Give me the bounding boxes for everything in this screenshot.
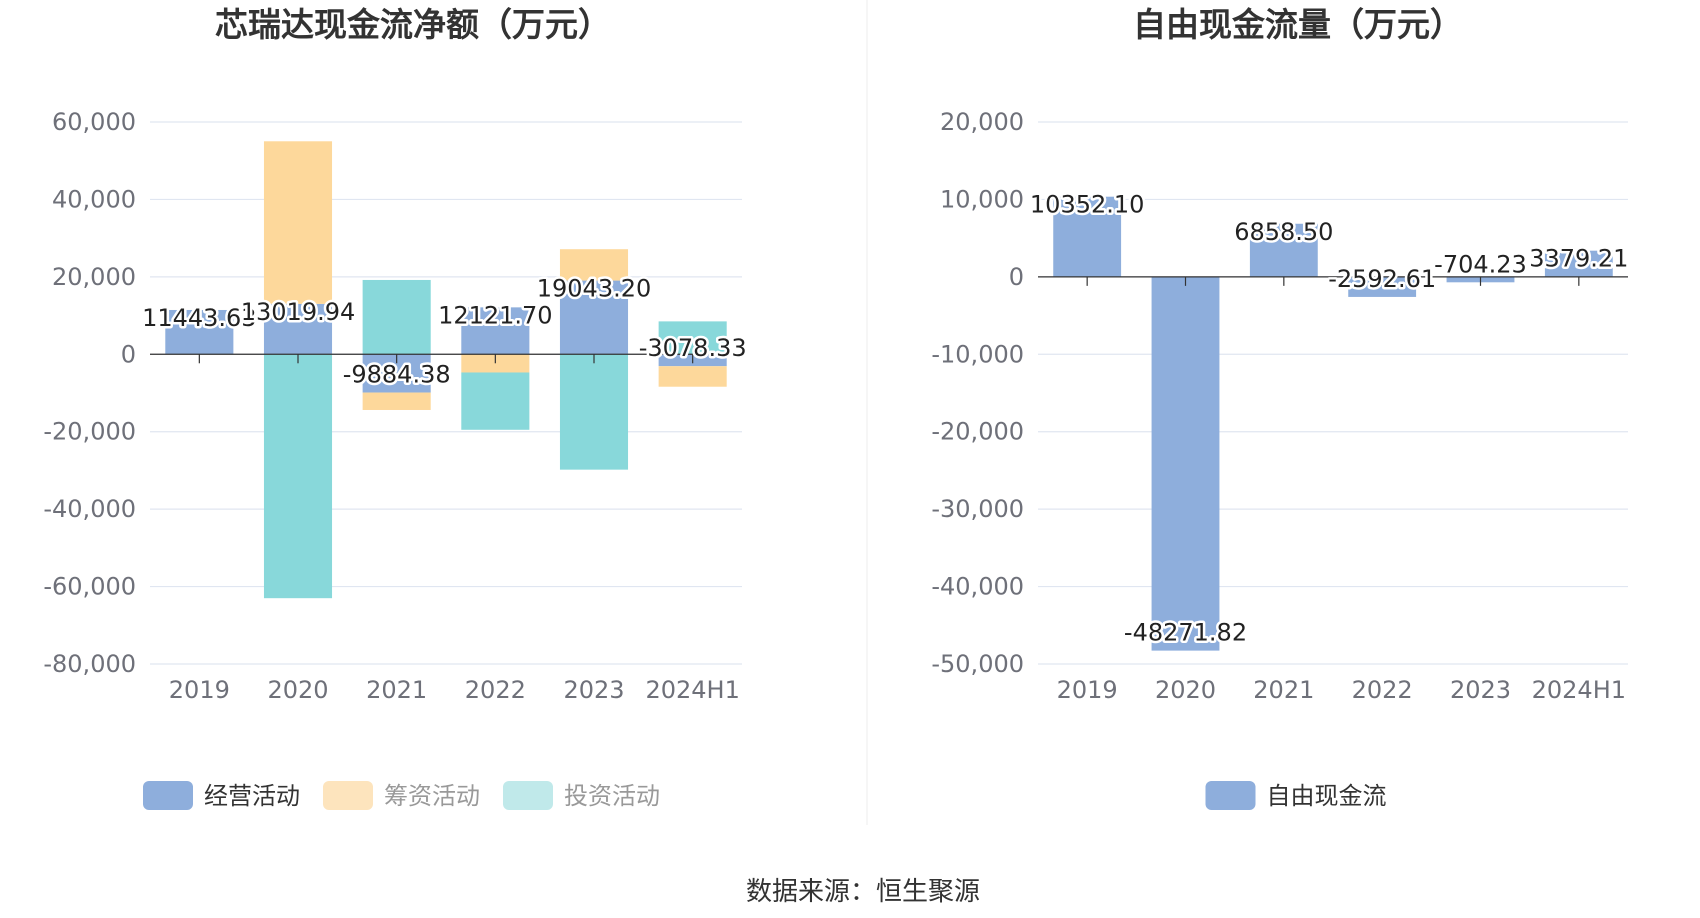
chart1-x-axis: 2019 2020 2021 2022 2023 2024H1 (150, 353, 742, 704)
legend-label[interactable]: 经营活动 (204, 782, 300, 810)
chart1-legend: 经营活动 筹资活动 投资活动 (143, 781, 660, 810)
bar-筹资活动-2020 (263, 141, 333, 304)
y-tick-label: -20,000 (931, 418, 1024, 446)
data-label: 11443.63 (142, 304, 257, 332)
legend-label[interactable]: 自由现金流 (1267, 782, 1387, 810)
free-cashflow-chart: 自由现金流量（万元） 20,000 10,000 0 -10,000 -20,000 -3… (931, 5, 1631, 810)
legend-swatch[interactable] (143, 781, 193, 810)
bar-自由现金流-2024H1 (1544, 250, 1613, 277)
bar-筹资活动-2022 (461, 354, 530, 373)
bar-投资活动-2022 (461, 372, 530, 430)
x-tick-label: 2024H1 (645, 676, 739, 704)
x-tick-label: 2021 (1253, 676, 1314, 704)
y-tick-label: -50,000 (931, 650, 1024, 678)
legend-swatch[interactable] (323, 781, 373, 810)
bar-投资活动-2024H1 (658, 321, 727, 355)
chart2-x-axis: 2019 2020 2021 2022 2023 2024H1 (1038, 276, 1628, 704)
bar-投资活动-2020 (263, 354, 333, 599)
data-label: -704.23 (1434, 250, 1527, 278)
x-tick-label: 2023 (1450, 676, 1511, 704)
legend-swatch[interactable] (1205, 781, 1256, 810)
x-tick-label: 2022 (1352, 676, 1413, 704)
bar-筹资活动-2024H1 (658, 366, 727, 387)
bar-投资活动-2023 (559, 354, 629, 470)
bar-自由现金流-2020 (1151, 276, 1220, 651)
y-tick-label: -80,000 (43, 650, 136, 678)
bar-自由现金流-2022 (1348, 276, 1417, 297)
bar-经营活动-2020 (263, 303, 333, 355)
y-tick-label: -60,000 (43, 573, 136, 601)
data-label: 3379.21 (1529, 245, 1628, 273)
y-tick-label: 20,000 (940, 108, 1024, 136)
y-tick-label: 0 (121, 340, 136, 368)
chart2-data-labels: 10352.10 -48271.82 6858.50 -2592.61-704.23 3… (1027, 188, 1631, 649)
chart2-legend: 自由现金流 (1205, 781, 1387, 810)
chart1-gridlines (150, 121, 742, 665)
bar-投资活动-2021 (362, 279, 431, 355)
bar-自由现金流-2019 (1053, 196, 1122, 277)
y-tick-label: 60,000 (52, 108, 136, 136)
data-label: 6858.50 (1234, 218, 1333, 246)
data-label: -48271.82 (1124, 619, 1247, 647)
x-tick-label: 2022 (465, 676, 526, 704)
chart1-bars (165, 141, 727, 599)
data-label: 10352.10 (1030, 191, 1145, 219)
x-tick-label: 2019 (1057, 676, 1118, 704)
y-tick-label: 0 (1009, 263, 1024, 291)
legend-label[interactable]: 投资活动 (564, 782, 660, 810)
y-tick-label: 10,000 (940, 185, 1024, 213)
x-tick-label: 2020 (267, 676, 328, 704)
bar-经营活动-2019 (165, 309, 234, 355)
x-tick-label: 2024H1 (1532, 676, 1626, 704)
x-tick-label: 2020 (1155, 676, 1216, 704)
chart2-title: 自由现金流量（万元） (1133, 5, 1463, 44)
legend-swatch[interactable] (503, 781, 553, 810)
y-tick-label: -20,000 (43, 418, 136, 446)
y-tick-label: 40,000 (52, 185, 136, 213)
data-label: -2592.61 (1328, 265, 1436, 293)
net-cashflow-chart: 芯瑞达现金流净额（万元） 60,000 40,000 20,000 0 -20,000 -… (43, 5, 750, 810)
bar-自由现金流-2021 (1249, 223, 1318, 277)
y-tick-label: -10,000 (931, 340, 1024, 368)
y-tick-label: -40,000 (43, 495, 136, 523)
chart1-title: 芯瑞达现金流净额（万元） (215, 5, 611, 44)
bar-经营活动-2022 (461, 307, 530, 355)
data-source: 数据来源：恒生聚源 (746, 877, 980, 907)
legend-label[interactable]: 筹资活动 (384, 782, 480, 810)
chart1-y-axis: 60,000 40,000 20,000 0 -20,000 -40,000 -60,000… (43, 108, 136, 678)
data-label: 13019.94 (241, 298, 356, 326)
x-tick-label: 2021 (366, 676, 427, 704)
x-tick-label: 2019 (169, 676, 230, 704)
y-tick-label: -40,000 (931, 573, 1024, 601)
bar-筹资活动-2023 (559, 249, 629, 281)
bar-筹资活动-2021 (362, 392, 431, 410)
bar-经营活动-2023 (559, 280, 629, 355)
y-tick-label: 20,000 (52, 263, 136, 291)
data-label: -3078.33 (639, 334, 747, 362)
data-label: 12121.70 (438, 301, 553, 329)
chart2-bars (1053, 196, 1613, 651)
x-tick-label: 2023 (563, 676, 624, 704)
y-tick-label: -30,000 (931, 495, 1024, 523)
data-label: 19043.20 (537, 275, 652, 303)
chart2-y-axis: 20,000 10,000 0 -10,000 -20,000 -30,000 -40,00… (931, 108, 1024, 678)
data-label: -9884.38 (343, 361, 451, 389)
